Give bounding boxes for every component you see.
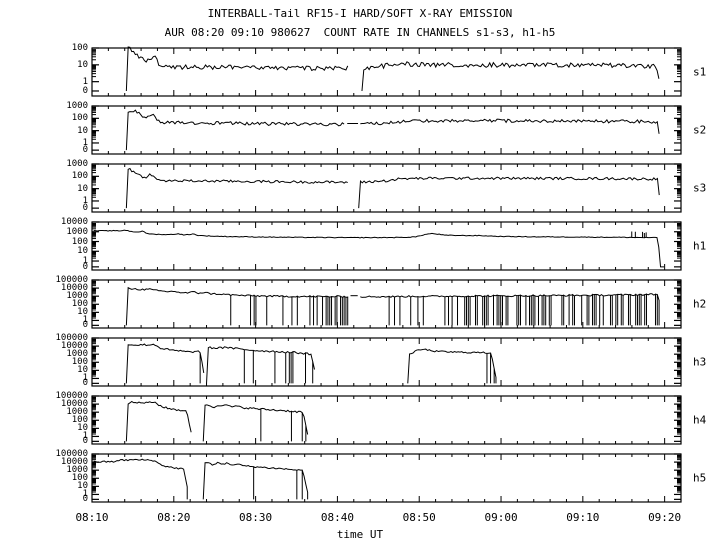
ytick-h5-1000: 1000 (66, 465, 88, 476)
ytick-h1-100: 100 (71, 236, 88, 247)
ytick-h5-10: 10 (77, 481, 88, 492)
ytick-h5-100000: 100000 (55, 449, 88, 459)
ytick-h2-1: 1 (82, 315, 88, 326)
ytick-h4-1000: 1000 (66, 407, 88, 418)
trace-s1 (361, 61, 660, 92)
trace-s2 (360, 118, 660, 134)
ytick-h3-0: 0 (82, 378, 88, 389)
ytick-h4-1: 1 (82, 431, 88, 442)
xtick-09-00: 09:00 (484, 511, 518, 524)
ytick-h2-100000: 100000 (55, 275, 88, 285)
xtick-08-10: 08:10 (75, 511, 109, 524)
trace-h5 (202, 461, 309, 500)
panel-label-s2: s2 (693, 123, 707, 137)
panel-label-h5: h5 (693, 471, 707, 485)
panel-frame-h1 (91, 221, 682, 271)
ytick-h1-1000: 1000 (66, 226, 88, 237)
ytick-h5-100: 100 (71, 473, 88, 484)
ytick-h3-1: 1 (82, 373, 88, 384)
ytick-h3-100000: 100000 (55, 333, 88, 343)
ytick-s3-1000: 1000 (66, 159, 88, 169)
ytick-s2-10: 10 (77, 125, 88, 136)
xtick-08-20: 08:20 (157, 511, 191, 524)
ytick-h4-100000: 100000 (55, 391, 88, 401)
ytick-s2-0: 0 (82, 145, 88, 156)
ytick-h1-1: 1 (82, 256, 88, 267)
ytick-h1-10: 10 (77, 246, 88, 257)
trace-h4 (125, 400, 192, 442)
ytick-h3-10000: 10000 (60, 341, 88, 352)
ytick-h2-10: 10 (77, 307, 88, 318)
panel-frame-s1 (91, 47, 682, 97)
panel-label-h4: h4 (693, 413, 707, 427)
ytick-s3-0: 0 (82, 203, 88, 214)
ytick-s2-1000: 1000 (66, 101, 88, 111)
ytick-s3-100: 100 (71, 171, 88, 182)
trace-h3 (206, 346, 315, 384)
ytick-h1-0: 0 (82, 261, 88, 272)
panel-frame-h5 (91, 453, 682, 503)
panel-label-h2: h2 (693, 297, 707, 311)
panel-frame-s2 (91, 105, 682, 155)
ytick-s2-1: 1 (82, 137, 88, 148)
ytick-h5-1: 1 (82, 489, 88, 500)
ytick-h2-0: 0 (82, 320, 88, 331)
trace-h5 (93, 458, 188, 500)
trace-s2 (125, 109, 345, 151)
xtick-08-30: 08:30 (239, 511, 273, 524)
xtick-09-20: 09:20 (648, 511, 682, 524)
x-axis-title: time UT (336, 528, 384, 541)
ytick-h4-10: 10 (77, 423, 88, 434)
ytick-h3-1000: 1000 (66, 349, 88, 360)
ytick-h2-100: 100 (71, 299, 88, 310)
ytick-s1-0: 0 (82, 85, 88, 96)
ytick-h2-1000: 1000 (66, 291, 88, 302)
panel-frame-h4 (91, 395, 682, 445)
trace-h2 (125, 286, 349, 326)
ytick-h2-10000: 10000 (60, 283, 88, 294)
ytick-s1-100: 100 (71, 43, 88, 53)
trace-h3 (125, 343, 205, 384)
xtick-08-40: 08:40 (320, 511, 354, 524)
panel-label-h1: h1 (693, 239, 707, 253)
trace-s3 (125, 167, 348, 209)
panel-frame-h3 (91, 337, 682, 387)
panel-frame-s3 (91, 163, 682, 213)
ytick-h5-10000: 10000 (60, 457, 88, 468)
ytick-s3-10: 10 (77, 183, 88, 194)
ytick-h1-10000: 10000 (60, 217, 88, 227)
xtick-08-50: 08:50 (402, 511, 436, 524)
ytick-h3-10: 10 (77, 365, 88, 376)
panel-label-s3: s3 (693, 181, 707, 195)
ytick-h4-100: 100 (71, 415, 88, 426)
ytick-h3-100: 100 (71, 357, 88, 368)
figure-subtitle: AUR 08:20 09:10 980627 COUNT RATE IN CHA… (164, 26, 556, 39)
figure-title: INTERBALL-Tail RF15-I HARD/SOFT X-RAY EM… (207, 7, 513, 20)
ytick-h5-0: 0 (82, 494, 88, 505)
ytick-s1-1: 1 (82, 76, 88, 87)
ytick-s2-100: 100 (71, 113, 88, 124)
xtick-09-10: 09:10 (566, 511, 600, 524)
trace-s3 (358, 176, 660, 209)
trace-h1 (93, 229, 665, 268)
ytick-s1-10: 10 (77, 59, 88, 70)
trace-h3 (407, 348, 497, 384)
trace-h2 (360, 293, 660, 326)
ytick-h4-0: 0 (82, 436, 88, 447)
ytick-h4-10000: 10000 (60, 399, 88, 410)
ytick-s3-1: 1 (82, 195, 88, 206)
panel-label-s1: s1 (693, 65, 707, 79)
panel-label-h3: h3 (693, 355, 707, 369)
trace-s1 (125, 46, 349, 92)
trace-h4 (202, 404, 309, 442)
